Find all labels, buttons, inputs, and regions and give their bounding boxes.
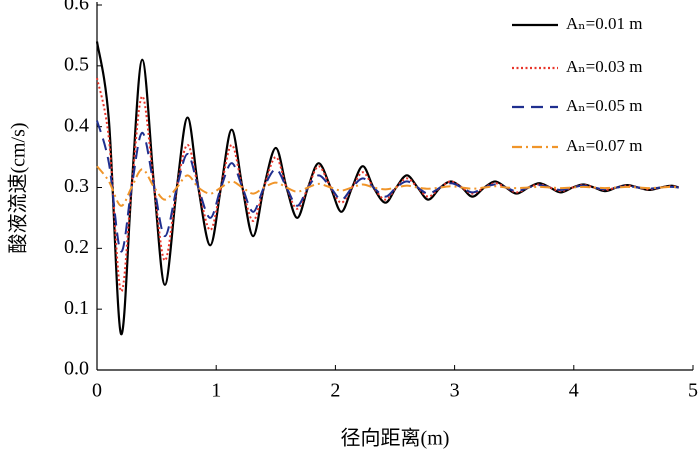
legend-label: Aₙ=0.03 m [566, 57, 642, 76]
x-tick-label: 3 [450, 380, 460, 402]
legend-label: Aₙ=0.07 m [566, 136, 642, 155]
x-tick-label: 4 [569, 380, 579, 402]
y-tick-label: 0.2 [64, 236, 89, 258]
y-tick-label: 0.3 [64, 175, 89, 197]
x-tick-label: 1 [211, 380, 221, 402]
legend-label: Aₙ=0.05 m [566, 96, 642, 115]
x-tick-label: 0 [92, 380, 102, 402]
legend-label: Aₙ=0.01 m [566, 14, 642, 33]
line-series [95, 41, 680, 336]
x-tick-label: 5 [688, 380, 698, 402]
y-tick-label: 0.0 [64, 358, 89, 380]
line-series [96, 165, 679, 207]
line-series [96, 120, 679, 253]
y-tick-label: 0.5 [64, 53, 89, 75]
y-tick-label: 0.4 [64, 114, 89, 136]
y-tick-label: 0.6 [64, 0, 89, 15]
y-tick-label: 0.1 [64, 297, 89, 319]
x-tick-label: 2 [330, 380, 340, 402]
x-axis-label: 径向距离(m) [341, 427, 450, 450]
y-axis-label: 酸液流速(cm/s) [7, 122, 30, 253]
